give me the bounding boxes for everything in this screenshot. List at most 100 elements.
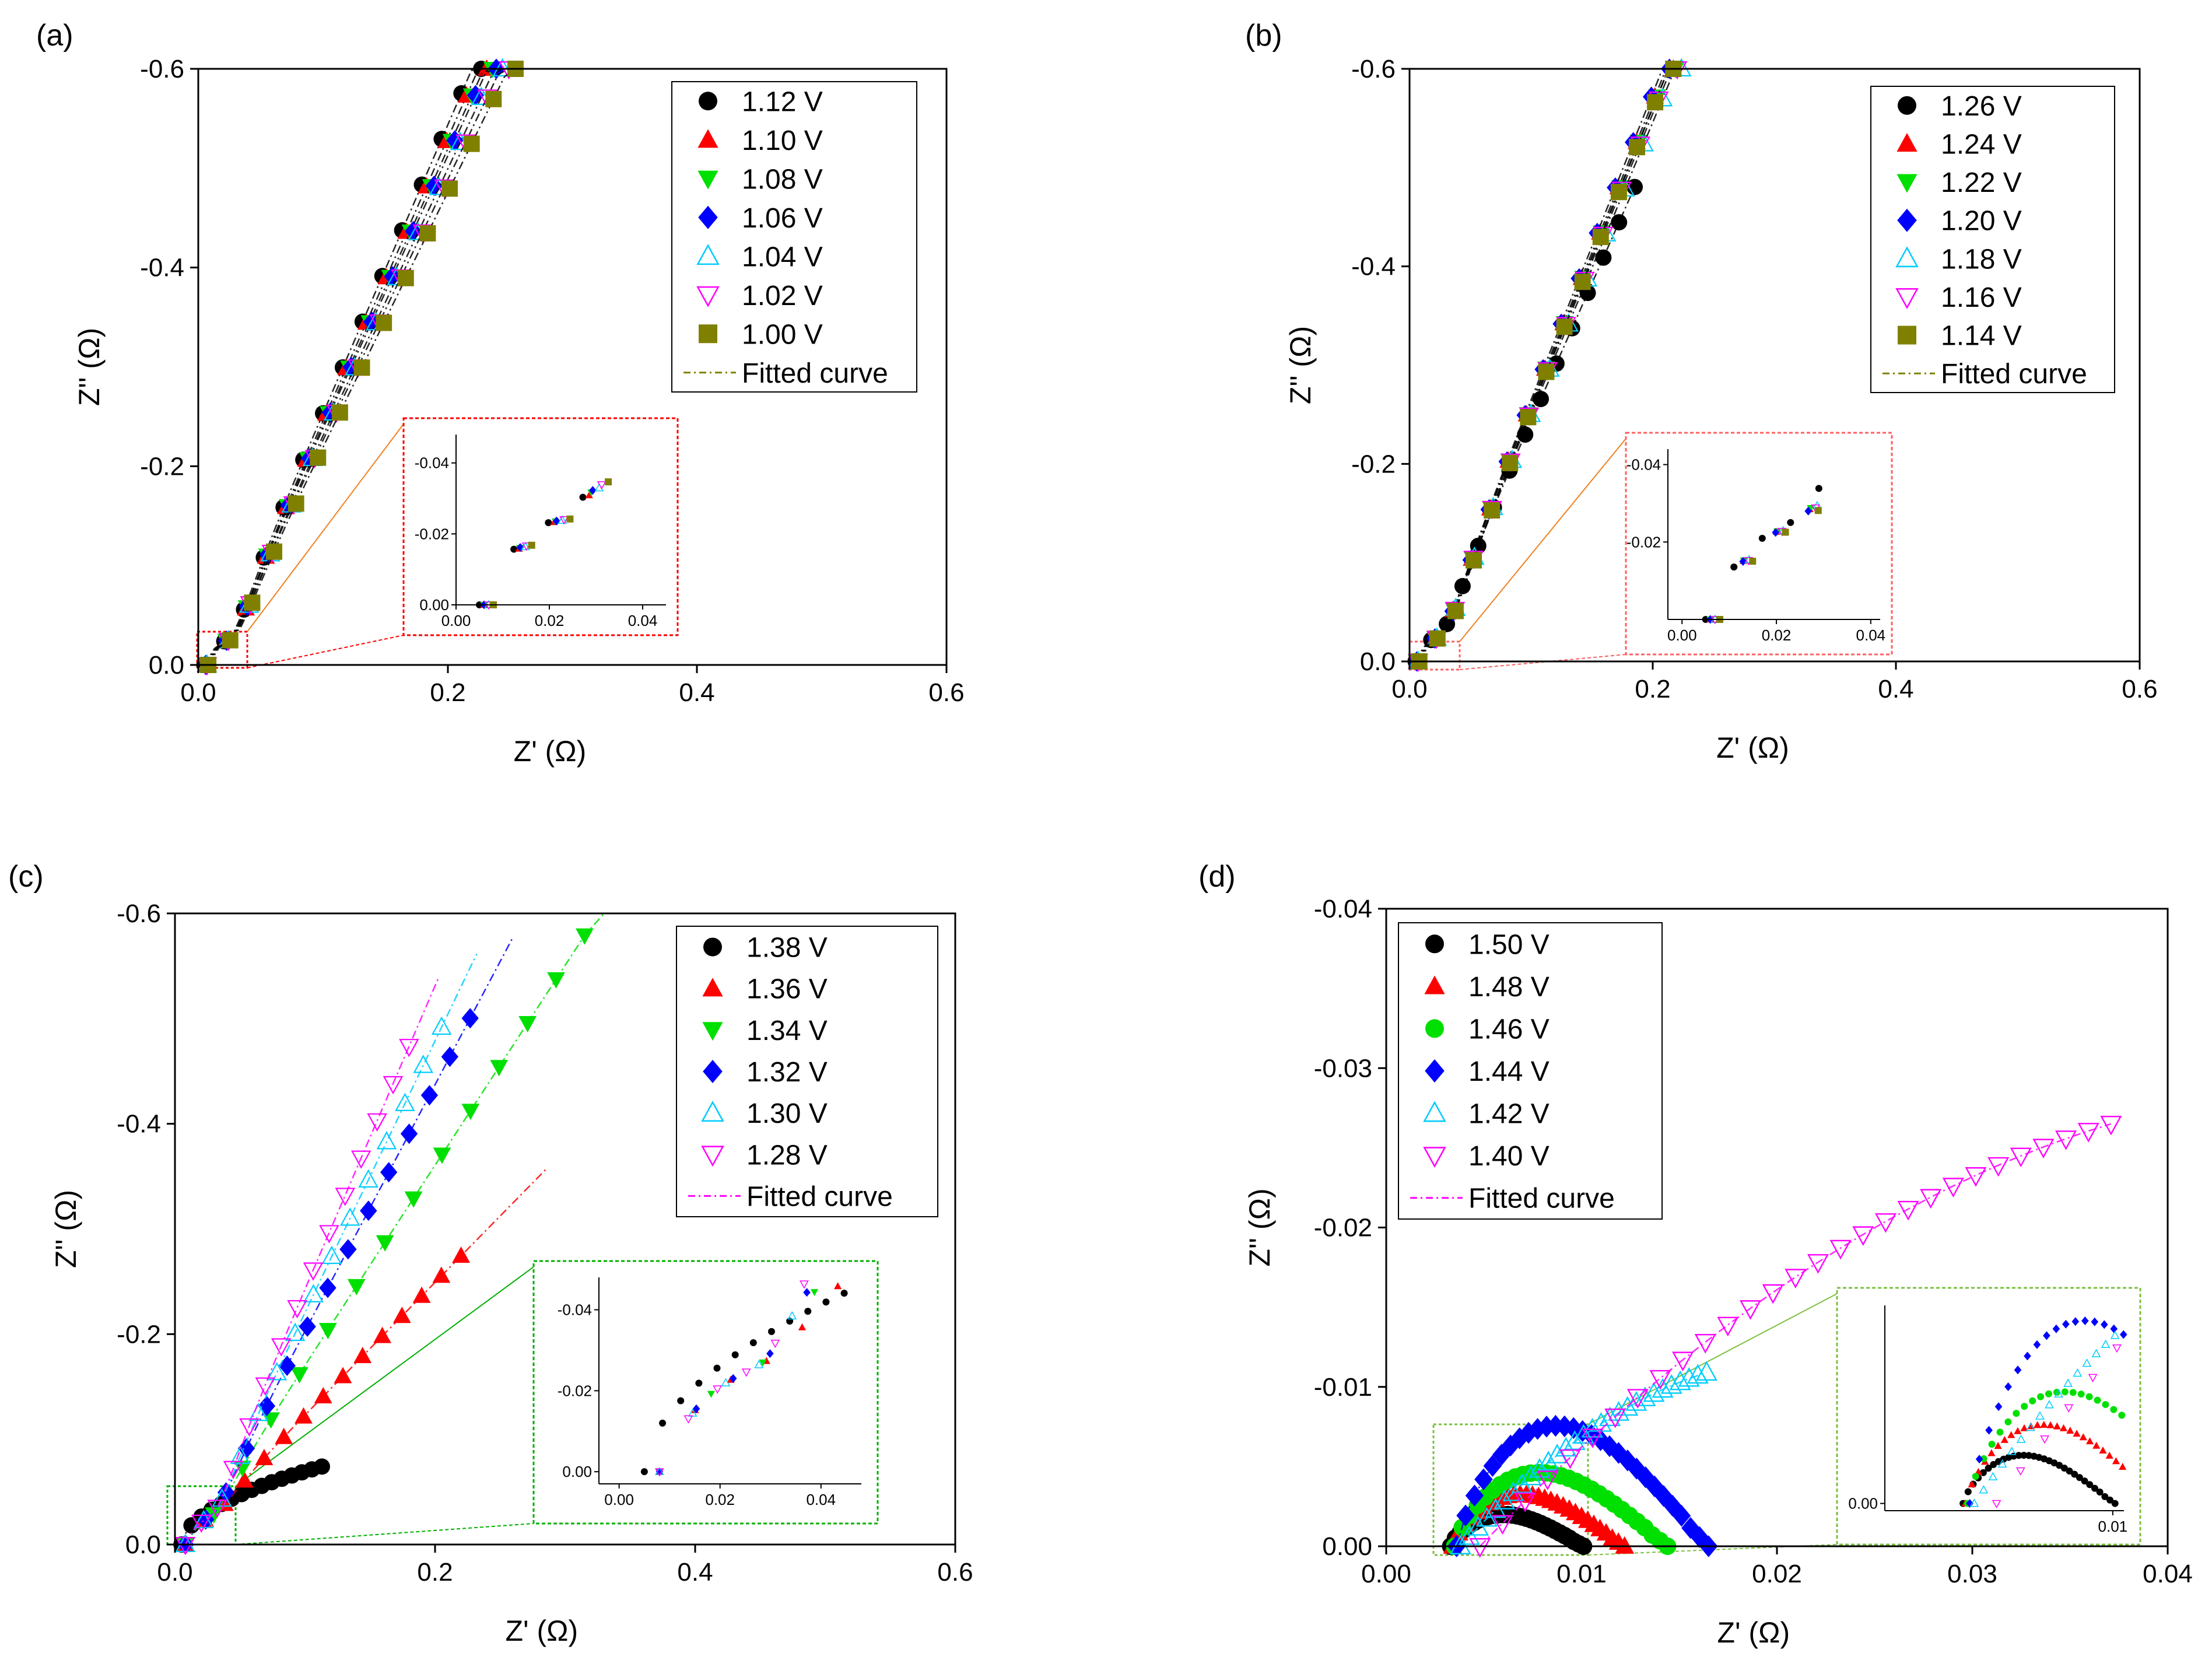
data-point (485, 90, 502, 107)
x-tick-label: 0.6 (937, 1558, 973, 1587)
data-point (212, 1488, 232, 1507)
inset-data-point (2060, 1464, 2068, 1472)
data-point (1634, 1386, 1656, 1406)
data-point (1538, 363, 1555, 380)
data-point (1611, 214, 1628, 231)
legend-entry: 1.14 V (1941, 321, 2022, 352)
data-point (310, 449, 327, 466)
legend-marker (1895, 246, 1919, 268)
zoom-connector (247, 423, 404, 632)
y-tick-label: -0.6 (117, 899, 161, 928)
data-point (518, 1016, 537, 1033)
inset-y-tick-label: 0.00 (1848, 1495, 1878, 1512)
data-point (1695, 1361, 1717, 1381)
legend-marker (699, 92, 717, 111)
data-point (2100, 1115, 2122, 1136)
plot-frame (1408, 68, 2141, 663)
legend-entry: 1.16 V (1941, 282, 2022, 313)
zoom-connector (1459, 438, 1626, 642)
inset-data-point (1968, 1480, 1976, 1487)
inset-data-point (2061, 1388, 2069, 1396)
inset-data-point (545, 519, 552, 527)
legend-marker (1897, 208, 1917, 232)
inset-data-point (2079, 1433, 2087, 1441)
inset: 0.00 0.02 0.04 -0.02 -0.04 (1625, 432, 1893, 656)
data-point (1520, 1465, 1542, 1486)
data-point (353, 1347, 372, 1364)
data-point (376, 1131, 397, 1150)
inset-data-point (559, 516, 569, 525)
data-point (223, 1461, 244, 1480)
inset: 0.00 0.02 0.04 0.00 -0.02 -0.04 (532, 1260, 879, 1525)
data-point (461, 1104, 480, 1120)
legend-marker (1895, 288, 1919, 309)
panel-c: (c) 0.0 0.2 0.4 0.6 0.0 -0.2 -0.4 -0.6 Z' (Ω) Z'' … (8, 860, 973, 1647)
legend-marker (1423, 1147, 1446, 1168)
legend-marker (1425, 934, 1444, 954)
inset-data-point (1992, 1500, 2001, 1509)
data-point (267, 1362, 288, 1381)
inset-data-point (2037, 1393, 2045, 1400)
legend-marker (1424, 975, 1445, 994)
inset-data-point (2014, 1427, 2022, 1434)
inset-data-point (2086, 1481, 2094, 1489)
data-point (239, 1418, 260, 1437)
data-point (492, 58, 513, 77)
data-point (299, 1316, 316, 1337)
inset-data-point (2063, 1378, 2073, 1387)
data-point (335, 1188, 356, 1206)
inset-data-point (2020, 1451, 2028, 1459)
data-point (1647, 94, 1664, 111)
legend-marker (1898, 96, 1916, 115)
inset-data-point (1772, 528, 1780, 537)
inset-data-point (749, 1339, 757, 1347)
inset-data-point (1997, 1459, 2007, 1468)
inset-data-point (2101, 1493, 2109, 1500)
inset-data-point (1787, 519, 1794, 526)
y-axis-title: Z'' (Ω) (73, 328, 106, 406)
inset-data-point (2105, 1451, 2113, 1459)
inset-data-point (2015, 1467, 2025, 1476)
inset-data-point (1994, 1442, 2002, 1449)
data-point (1649, 1370, 1671, 1390)
inset-data-point (2085, 1393, 2093, 1400)
x-tick-label: 0.0 (1391, 675, 1427, 703)
fit-line (1416, 68, 1670, 662)
inset-y-tick-label: 0.00 (562, 1463, 592, 1480)
inset-data-point (2094, 1396, 2101, 1404)
inset-data-point (2099, 1447, 2107, 1454)
y-tick-label: -0.2 (140, 452, 184, 481)
legend-entry: 1.04 V (742, 241, 823, 272)
legend-marker (696, 244, 720, 265)
data-point (342, 356, 360, 377)
x-tick-label: 0.6 (928, 678, 964, 707)
data-point (1520, 409, 1537, 426)
data-point (1672, 1504, 1691, 1527)
data-point (295, 1407, 313, 1424)
data-point (331, 404, 348, 421)
data-point (1456, 1504, 1475, 1527)
data-point (441, 1046, 459, 1067)
fit-line (184, 936, 514, 1545)
x-axis-title: Z' (Ω) (1716, 731, 1789, 764)
inset-x-tick-label: 0.04 (806, 1491, 836, 1508)
data-point (222, 632, 239, 649)
data-point (1610, 184, 1627, 201)
inset-data-point (2088, 1374, 2098, 1382)
x-tick-label: 0.03 (1947, 1560, 1997, 1588)
inset-data-point (1969, 1498, 1979, 1507)
inset-data-point (2004, 1418, 2012, 1426)
data-point (1852, 1226, 1874, 1246)
inset-data-point (2119, 1462, 2127, 1470)
y-tick-label: -0.4 (140, 254, 184, 282)
legend-entry: 1.18 V (1941, 244, 2022, 275)
panel-label: (a) (36, 19, 73, 52)
y-axis-title: Z'' (Ω) (1243, 1188, 1276, 1266)
panel-label: (b) (1245, 19, 1282, 52)
inset-data-point (2085, 1437, 2094, 1445)
data-point (1484, 502, 1501, 519)
y-tick-label: -0.2 (117, 1320, 161, 1349)
inset-data-point (713, 1385, 722, 1394)
data-point (1987, 1157, 2010, 1177)
inset-data-point (1980, 1455, 1987, 1462)
